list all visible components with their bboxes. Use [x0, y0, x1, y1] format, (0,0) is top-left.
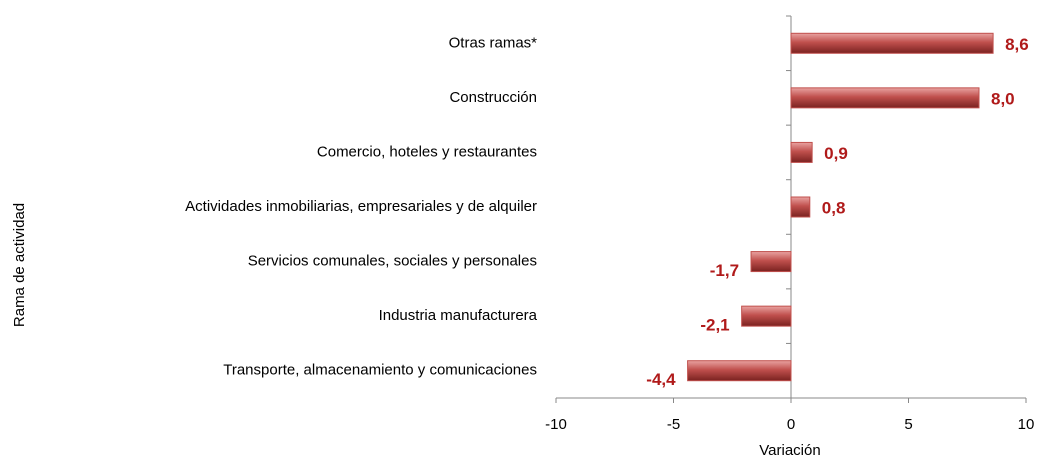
- value-label: 8,0: [991, 89, 1015, 108]
- x-tick-label: 5: [904, 416, 912, 433]
- bar: [750, 251, 792, 273]
- y-axis-title: Rama de actividad: [11, 203, 28, 327]
- value-label: 8,6: [1005, 35, 1029, 54]
- y-tick-label: Comercio, hoteles y restaurantes: [317, 143, 537, 160]
- bar: [790, 32, 994, 54]
- x-tick-label: 10: [1018, 416, 1035, 433]
- value-label: -4,4: [646, 370, 676, 389]
- value-label: -1,7: [710, 261, 739, 280]
- bar: [687, 360, 792, 382]
- y-tick-label: Servicios comunales, sociales y personal…: [248, 253, 537, 270]
- value-label: -2,1: [700, 316, 729, 335]
- y-tick-label: Industria manufacturera: [379, 307, 538, 324]
- bar: [790, 141, 813, 163]
- bar: [790, 87, 980, 109]
- value-label: 0,9: [824, 144, 848, 163]
- y-tick-label: Construcción: [449, 89, 537, 106]
- x-axis-title: Variación: [759, 442, 820, 459]
- y-tick-label: Actividades inmobiliarias, empresariales…: [185, 198, 537, 215]
- x-tick-label: -5: [667, 416, 680, 433]
- y-tick-label: Otras ramas*: [449, 34, 538, 51]
- y-tick-label: Transporte, almacenamiento y comunicacio…: [223, 362, 537, 379]
- bar: [790, 196, 811, 218]
- value-label: 0,8: [822, 198, 846, 217]
- x-tick-label: 0: [787, 416, 795, 433]
- x-tick-label: -10: [545, 416, 567, 433]
- bar: [741, 305, 792, 327]
